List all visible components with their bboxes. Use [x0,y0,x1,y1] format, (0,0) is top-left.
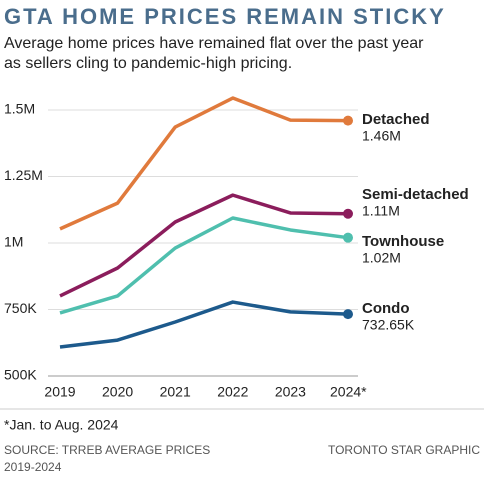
chart-subtitle: as sellers cling to pandemic-high pricin… [4,55,292,72]
end-dot [343,232,353,243]
series-label: Semi-detached [362,186,469,203]
value-label: 1.02M [362,250,401,266]
chart-title: GTA HOME PRICES REMAIN STICKY [4,4,446,29]
x-tick-label: 2021 [160,384,191,400]
source: SOURCE: TRREB AVERAGE PRICES [4,443,210,457]
end-dot [343,115,353,126]
x-tick-label: 2020 [102,384,133,400]
y-tick-label: 1.5M [4,101,35,117]
series-label: Condo [362,300,409,317]
series-label: Detached [362,111,430,128]
series-line [59,300,349,349]
value-label: 732.65K [362,317,415,333]
credit: TORONTO STAR GRAPHIC [328,443,480,457]
x-tick-label: 2024* [330,384,367,400]
chart-subtitle: Average home prices have remained flat o… [4,35,424,52]
y-tick-label: 1.25M [4,167,43,183]
end-dot [343,309,353,320]
series-label: Townhouse [362,233,444,250]
y-tick-label: 500K [4,367,37,383]
x-tick-label: 2022 [217,384,248,400]
series-line [59,96,349,231]
source: 2019-2024 [4,460,62,474]
value-label: 1.46M [362,128,401,144]
y-tick-label: 1M [4,234,23,250]
end-dot [343,208,353,219]
y-tick-label: 750K [4,300,37,316]
x-tick-label: 2023 [275,384,306,400]
series-line [59,193,349,298]
x-tick-label: 2019 [44,384,75,400]
series-line [59,216,349,315]
value-label: 1.11M [362,203,400,219]
footnote: *Jan. to Aug. 2024 [4,417,119,433]
